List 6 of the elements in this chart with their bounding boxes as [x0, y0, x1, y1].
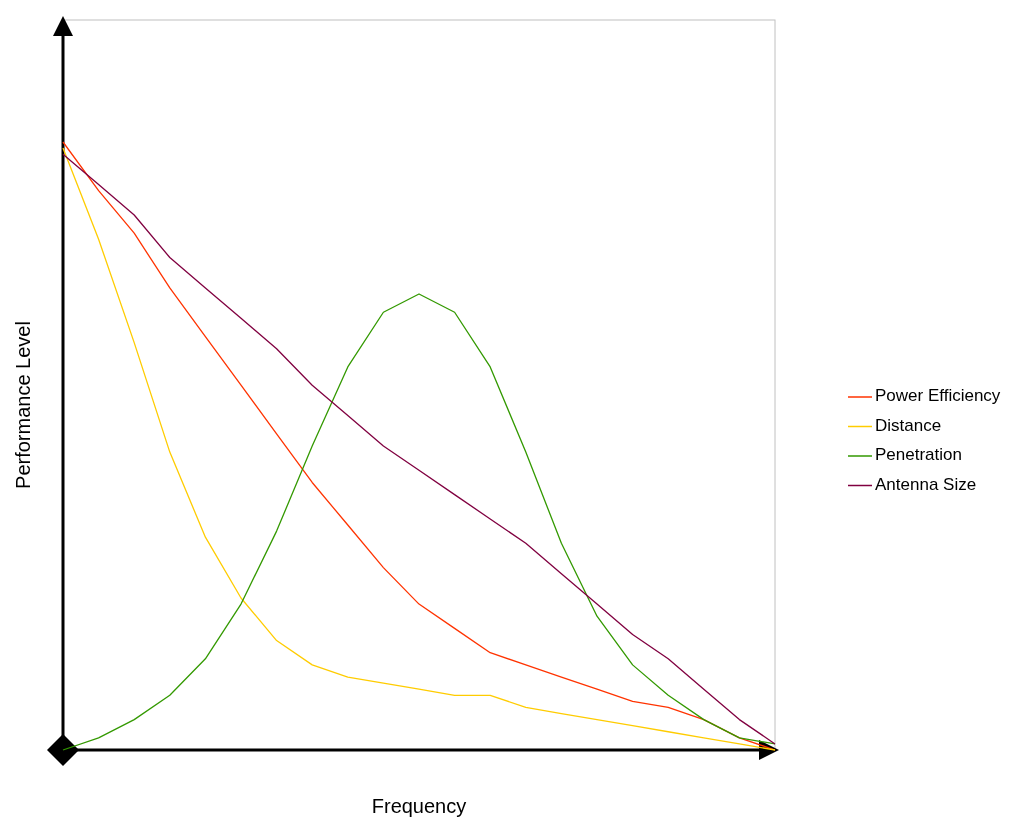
x-axis-title: Frequency	[371, 795, 467, 817]
legend-label: Antenna Size	[875, 474, 977, 494]
legend-label: Penetration	[875, 445, 962, 465]
legend-label: Power Efficiency	[875, 386, 1001, 406]
y-axis-title: Performance Level	[12, 321, 34, 489]
legend-label: Distance	[875, 415, 942, 435]
